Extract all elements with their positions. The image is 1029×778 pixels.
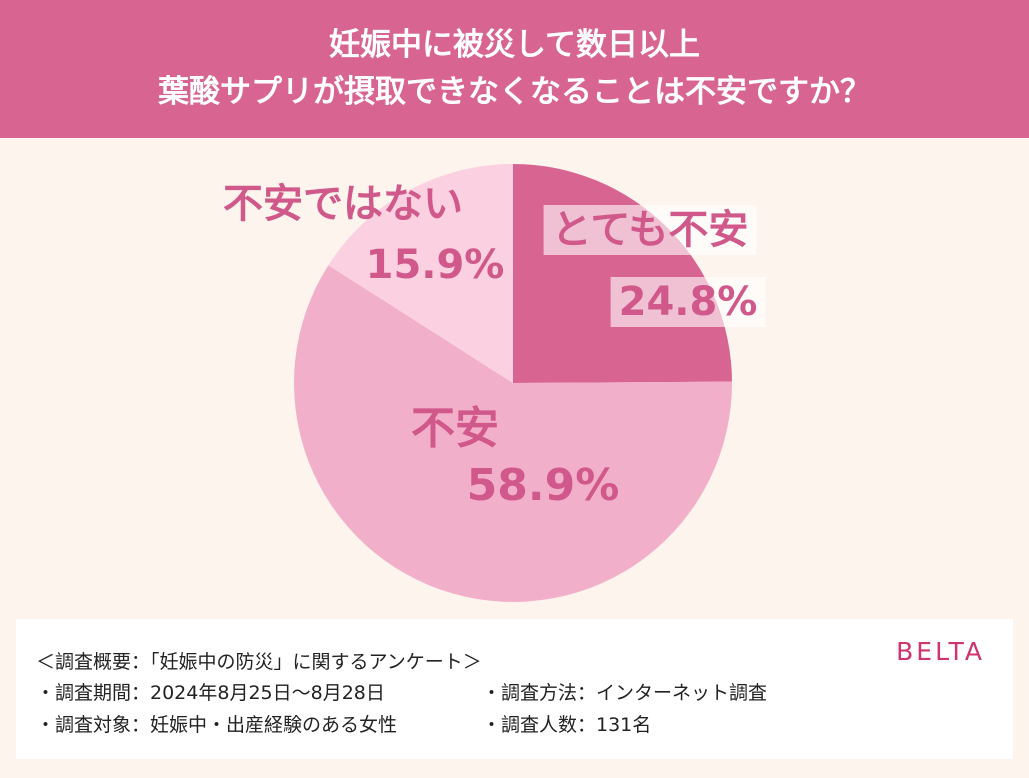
pie-slice: [294, 265, 733, 602]
slice-value-label: 15.9%: [366, 242, 505, 288]
slice-value-label: 58.9%: [467, 460, 620, 511]
slice-label: 不安ではない: [223, 181, 463, 227]
title-line-1: 妊娠中に被災して数日以上: [328, 27, 701, 63]
survey-summary-box: ＜調査概要：「妊娠中の防災」に関するアンケート＞ ・調査期間：2024年8月25…: [16, 619, 1013, 759]
survey-count: ・調査人数：131名: [482, 714, 652, 736]
survey-method: ・調査方法：インターネット調査: [482, 682, 768, 704]
pie-slice: [513, 164, 732, 383]
survey-target: ・調査対象：妊娠中・出産経験のある女性: [36, 714, 398, 736]
label-background: [543, 205, 757, 255]
slice-value-label: 24.8%: [619, 279, 758, 325]
label-background: [610, 277, 766, 327]
survey-title: ＜調査概要：「妊娠中の防災」に関するアンケート＞: [36, 651, 482, 673]
title-line-2: 葉酸サプリが摂取できなくなることは不安ですか？: [158, 74, 871, 110]
belta-logo: BELTA: [896, 637, 985, 666]
slice-label: とても不安: [552, 207, 749, 253]
slice-label: 不安: [411, 403, 499, 454]
header-banner: 妊娠中に被災して数日以上 葉酸サプリが摂取できなくなることは不安ですか？: [0, 0, 1029, 138]
survey-period: ・調査期間：2024年8月25日〜8月28日: [36, 682, 385, 704]
pie-slice: [328, 164, 513, 383]
